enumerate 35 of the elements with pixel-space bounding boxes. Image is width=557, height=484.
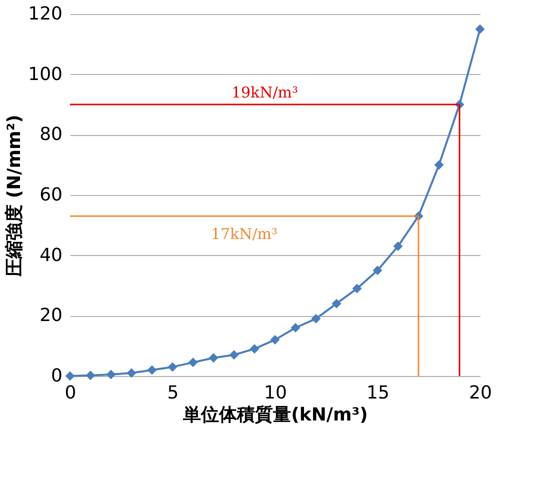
point: [434, 160, 444, 170]
point: [475, 24, 485, 34]
point: [229, 350, 239, 360]
x-tick-label: 15: [366, 382, 390, 404]
point: [250, 344, 260, 354]
point: [65, 371, 75, 381]
y-tick-label: 40: [40, 244, 62, 266]
point: [332, 298, 342, 308]
x-tick-label: 10: [264, 382, 287, 404]
point: [188, 358, 198, 368]
y-tick-label: 60: [40, 184, 62, 206]
point: [311, 314, 321, 324]
point: [126, 368, 136, 378]
y-tick-label: 80: [40, 124, 62, 146]
y-tick-label: 120: [28, 4, 62, 24]
x-tick-label: 20: [469, 382, 492, 404]
point: [393, 242, 403, 252]
ref-line-label: 17kN/m³: [210, 225, 278, 244]
point: [168, 362, 178, 372]
point: [290, 322, 300, 332]
point: [372, 266, 382, 276]
x-tick-label: 5: [167, 382, 179, 404]
point: [147, 365, 157, 375]
point: [106, 370, 116, 380]
y-axis-title: 圧縮強度 (N/mm²): [4, 114, 26, 278]
point: [352, 284, 362, 294]
point: [270, 335, 280, 345]
y-tick-label: 0: [51, 366, 62, 386]
point: [86, 370, 96, 380]
point: [208, 353, 218, 363]
y-tick-label: 100: [28, 64, 62, 85]
x-tick-label: 0: [64, 382, 76, 404]
x-axis-title: 単位体積質量(kN/m³): [182, 404, 368, 426]
ref-line-label: 19kN/m³: [231, 84, 298, 102]
y-tick-label: 20: [40, 305, 62, 326]
